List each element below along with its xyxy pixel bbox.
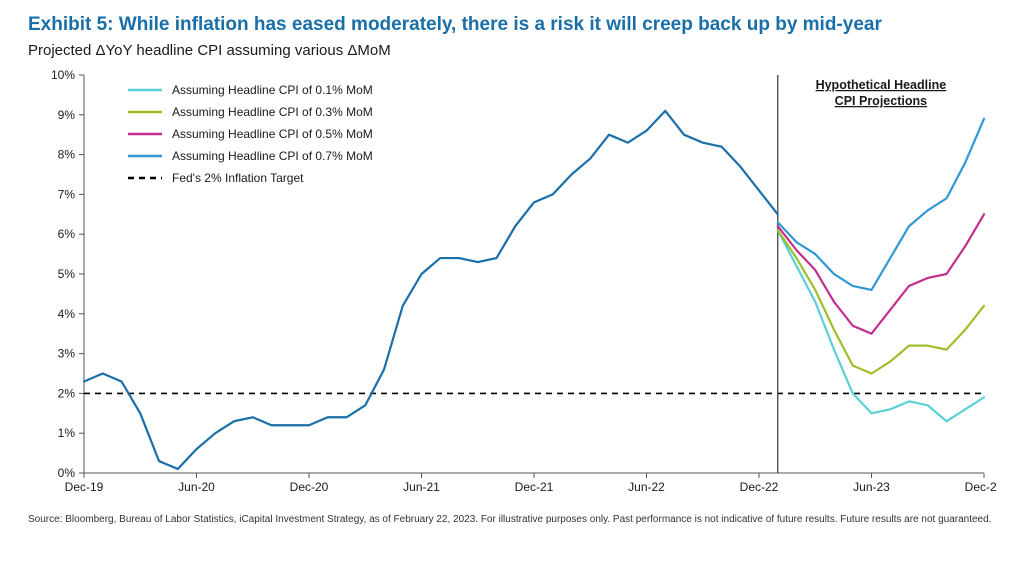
y-tick-label: 0% — [58, 466, 76, 480]
y-tick-label: 1% — [58, 426, 76, 440]
exhibit-container: Exhibit 5: While inflation has eased mod… — [0, 0, 1024, 576]
y-tick-label: 9% — [58, 108, 76, 122]
y-tick-label: 6% — [58, 227, 76, 241]
x-tick-label: Jun-20 — [178, 480, 215, 494]
y-tick-label: 8% — [58, 148, 76, 162]
legend-label: Assuming Headline CPI of 0.7% MoM — [172, 149, 373, 163]
exhibit-title: Exhibit 5: While inflation has eased mod… — [28, 14, 996, 36]
x-tick-label: Jun-22 — [628, 480, 665, 494]
chart-area: 0% 1% 2% 3% 4% 5% 6% 7% 8% 9% 10% Dec-19 Jun-20 Dec-2… — [28, 65, 996, 505]
x-tick-label: Dec-20 — [290, 480, 329, 494]
x-tick-label: Jun-23 — [853, 480, 890, 494]
projection-series-1 — [778, 230, 984, 373]
y-tick-label: 10% — [51, 68, 75, 82]
projection-title-line1: Hypothetical Headline — [816, 78, 947, 92]
line-chart-svg: 0% 1% 2% 3% 4% 5% 6% 7% 8% 9% 10% Dec-19 Jun-20 Dec-2… — [28, 65, 996, 505]
x-tick-label: Dec-23 — [965, 480, 996, 494]
y-tick-label: 2% — [58, 386, 76, 400]
legend-label: Fed's 2% Inflation Target — [172, 171, 304, 185]
x-tick-label: Dec-22 — [740, 480, 779, 494]
y-tick-label: 7% — [58, 187, 76, 201]
legend-label: Assuming Headline CPI of 0.1% MoM — [172, 83, 373, 97]
x-tick-label: Dec-19 — [65, 480, 104, 494]
x-tick-label: Jun-21 — [403, 480, 440, 494]
exhibit-footnote: Source: Bloomberg, Bureau of Labor Stati… — [28, 513, 996, 527]
y-tick-label: 3% — [58, 347, 76, 361]
x-tick-label: Dec-21 — [515, 480, 554, 494]
legend-label: Assuming Headline CPI of 0.3% MoM — [172, 105, 373, 119]
legend-label: Assuming Headline CPI of 0.5% MoM — [172, 127, 373, 141]
exhibit-subtitle: Projected ΔYoY headline CPI assuming var… — [28, 42, 996, 59]
projection-title-line2: CPI Projections — [835, 94, 927, 108]
historical-series — [84, 111, 778, 469]
y-tick-label: 4% — [58, 307, 76, 321]
y-tick-label: 5% — [58, 267, 76, 281]
